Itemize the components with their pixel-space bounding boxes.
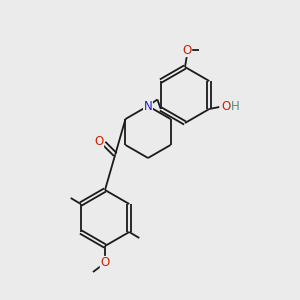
Text: N: N <box>144 100 152 112</box>
Text: O: O <box>94 135 104 148</box>
Text: H: H <box>231 100 240 113</box>
Text: O: O <box>222 100 231 113</box>
Text: O: O <box>100 256 109 269</box>
Text: O: O <box>182 44 192 56</box>
